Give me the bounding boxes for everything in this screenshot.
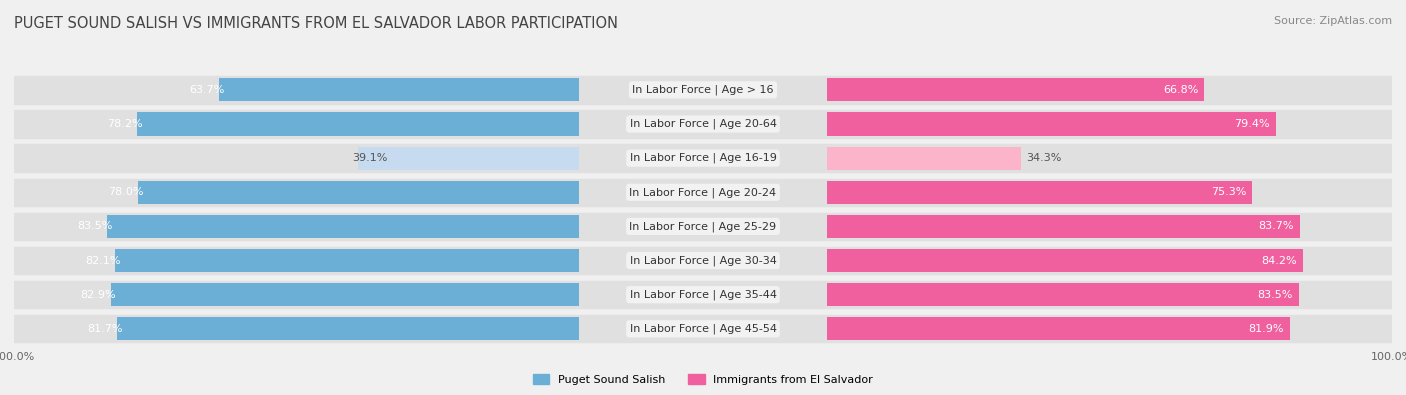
Text: 82.9%: 82.9%: [80, 290, 117, 300]
Bar: [827, 76, 1392, 103]
Text: PUGET SOUND SALISH VS IMMIGRANTS FROM EL SALVADOR LABOR PARTICIPATION: PUGET SOUND SALISH VS IMMIGRANTS FROM EL…: [14, 16, 619, 31]
Text: 82.1%: 82.1%: [86, 256, 121, 265]
Text: 81.9%: 81.9%: [1249, 324, 1284, 334]
Text: In Labor Force | Age 20-24: In Labor Force | Age 20-24: [630, 187, 776, 198]
Bar: [579, 145, 827, 172]
Text: 83.5%: 83.5%: [1258, 290, 1294, 300]
Bar: [827, 247, 1392, 274]
Text: In Labor Force | Age 45-54: In Labor Force | Age 45-54: [630, 324, 776, 334]
Bar: [827, 113, 1275, 135]
Text: 39.1%: 39.1%: [353, 153, 388, 163]
Bar: [827, 145, 1392, 172]
Bar: [138, 113, 579, 135]
Bar: [827, 78, 1205, 102]
Bar: [138, 181, 579, 204]
Text: In Labor Force | Age > 16: In Labor Force | Age > 16: [633, 85, 773, 95]
Text: In Labor Force | Age 20-64: In Labor Force | Age 20-64: [630, 119, 776, 129]
Bar: [14, 179, 579, 206]
Bar: [827, 281, 1392, 308]
Text: 75.3%: 75.3%: [1212, 187, 1247, 197]
Text: In Labor Force | Age 35-44: In Labor Force | Age 35-44: [630, 290, 776, 300]
Bar: [14, 247, 579, 274]
Bar: [827, 213, 1392, 240]
Text: Source: ZipAtlas.com: Source: ZipAtlas.com: [1274, 16, 1392, 26]
Text: In Labor Force | Age 30-34: In Labor Force | Age 30-34: [630, 255, 776, 266]
Text: 78.0%: 78.0%: [108, 187, 143, 197]
Bar: [827, 110, 1392, 138]
Text: 84.2%: 84.2%: [1261, 256, 1298, 265]
Bar: [827, 317, 1289, 340]
Bar: [579, 281, 827, 308]
Bar: [14, 213, 579, 240]
Bar: [107, 215, 579, 238]
Text: 66.8%: 66.8%: [1163, 85, 1199, 95]
Bar: [827, 249, 1303, 272]
Bar: [14, 315, 579, 342]
Text: In Labor Force | Age 25-29: In Labor Force | Age 25-29: [630, 221, 776, 232]
Bar: [579, 213, 827, 240]
Bar: [359, 147, 579, 170]
Text: 63.7%: 63.7%: [190, 85, 225, 95]
Bar: [579, 76, 827, 103]
Bar: [111, 283, 579, 306]
Bar: [827, 315, 1392, 342]
Bar: [219, 78, 579, 102]
Bar: [579, 315, 827, 342]
Bar: [827, 179, 1392, 206]
Text: 83.5%: 83.5%: [77, 222, 112, 231]
Bar: [14, 145, 579, 172]
Text: 81.7%: 81.7%: [87, 324, 124, 334]
Text: 34.3%: 34.3%: [1026, 153, 1062, 163]
Bar: [14, 76, 579, 103]
Bar: [827, 181, 1253, 204]
Text: 79.4%: 79.4%: [1234, 119, 1270, 129]
Bar: [579, 110, 827, 138]
Bar: [14, 110, 579, 138]
Bar: [579, 179, 827, 206]
Bar: [14, 281, 579, 308]
Bar: [827, 215, 1301, 238]
Bar: [579, 247, 827, 274]
Legend: Puget Sound Salish, Immigrants from El Salvador: Puget Sound Salish, Immigrants from El S…: [529, 370, 877, 389]
Bar: [827, 283, 1299, 306]
Bar: [115, 249, 579, 272]
Text: In Labor Force | Age 16-19: In Labor Force | Age 16-19: [630, 153, 776, 164]
Bar: [827, 147, 1021, 170]
Text: 83.7%: 83.7%: [1258, 222, 1295, 231]
Text: 78.2%: 78.2%: [107, 119, 143, 129]
Bar: [117, 317, 579, 340]
